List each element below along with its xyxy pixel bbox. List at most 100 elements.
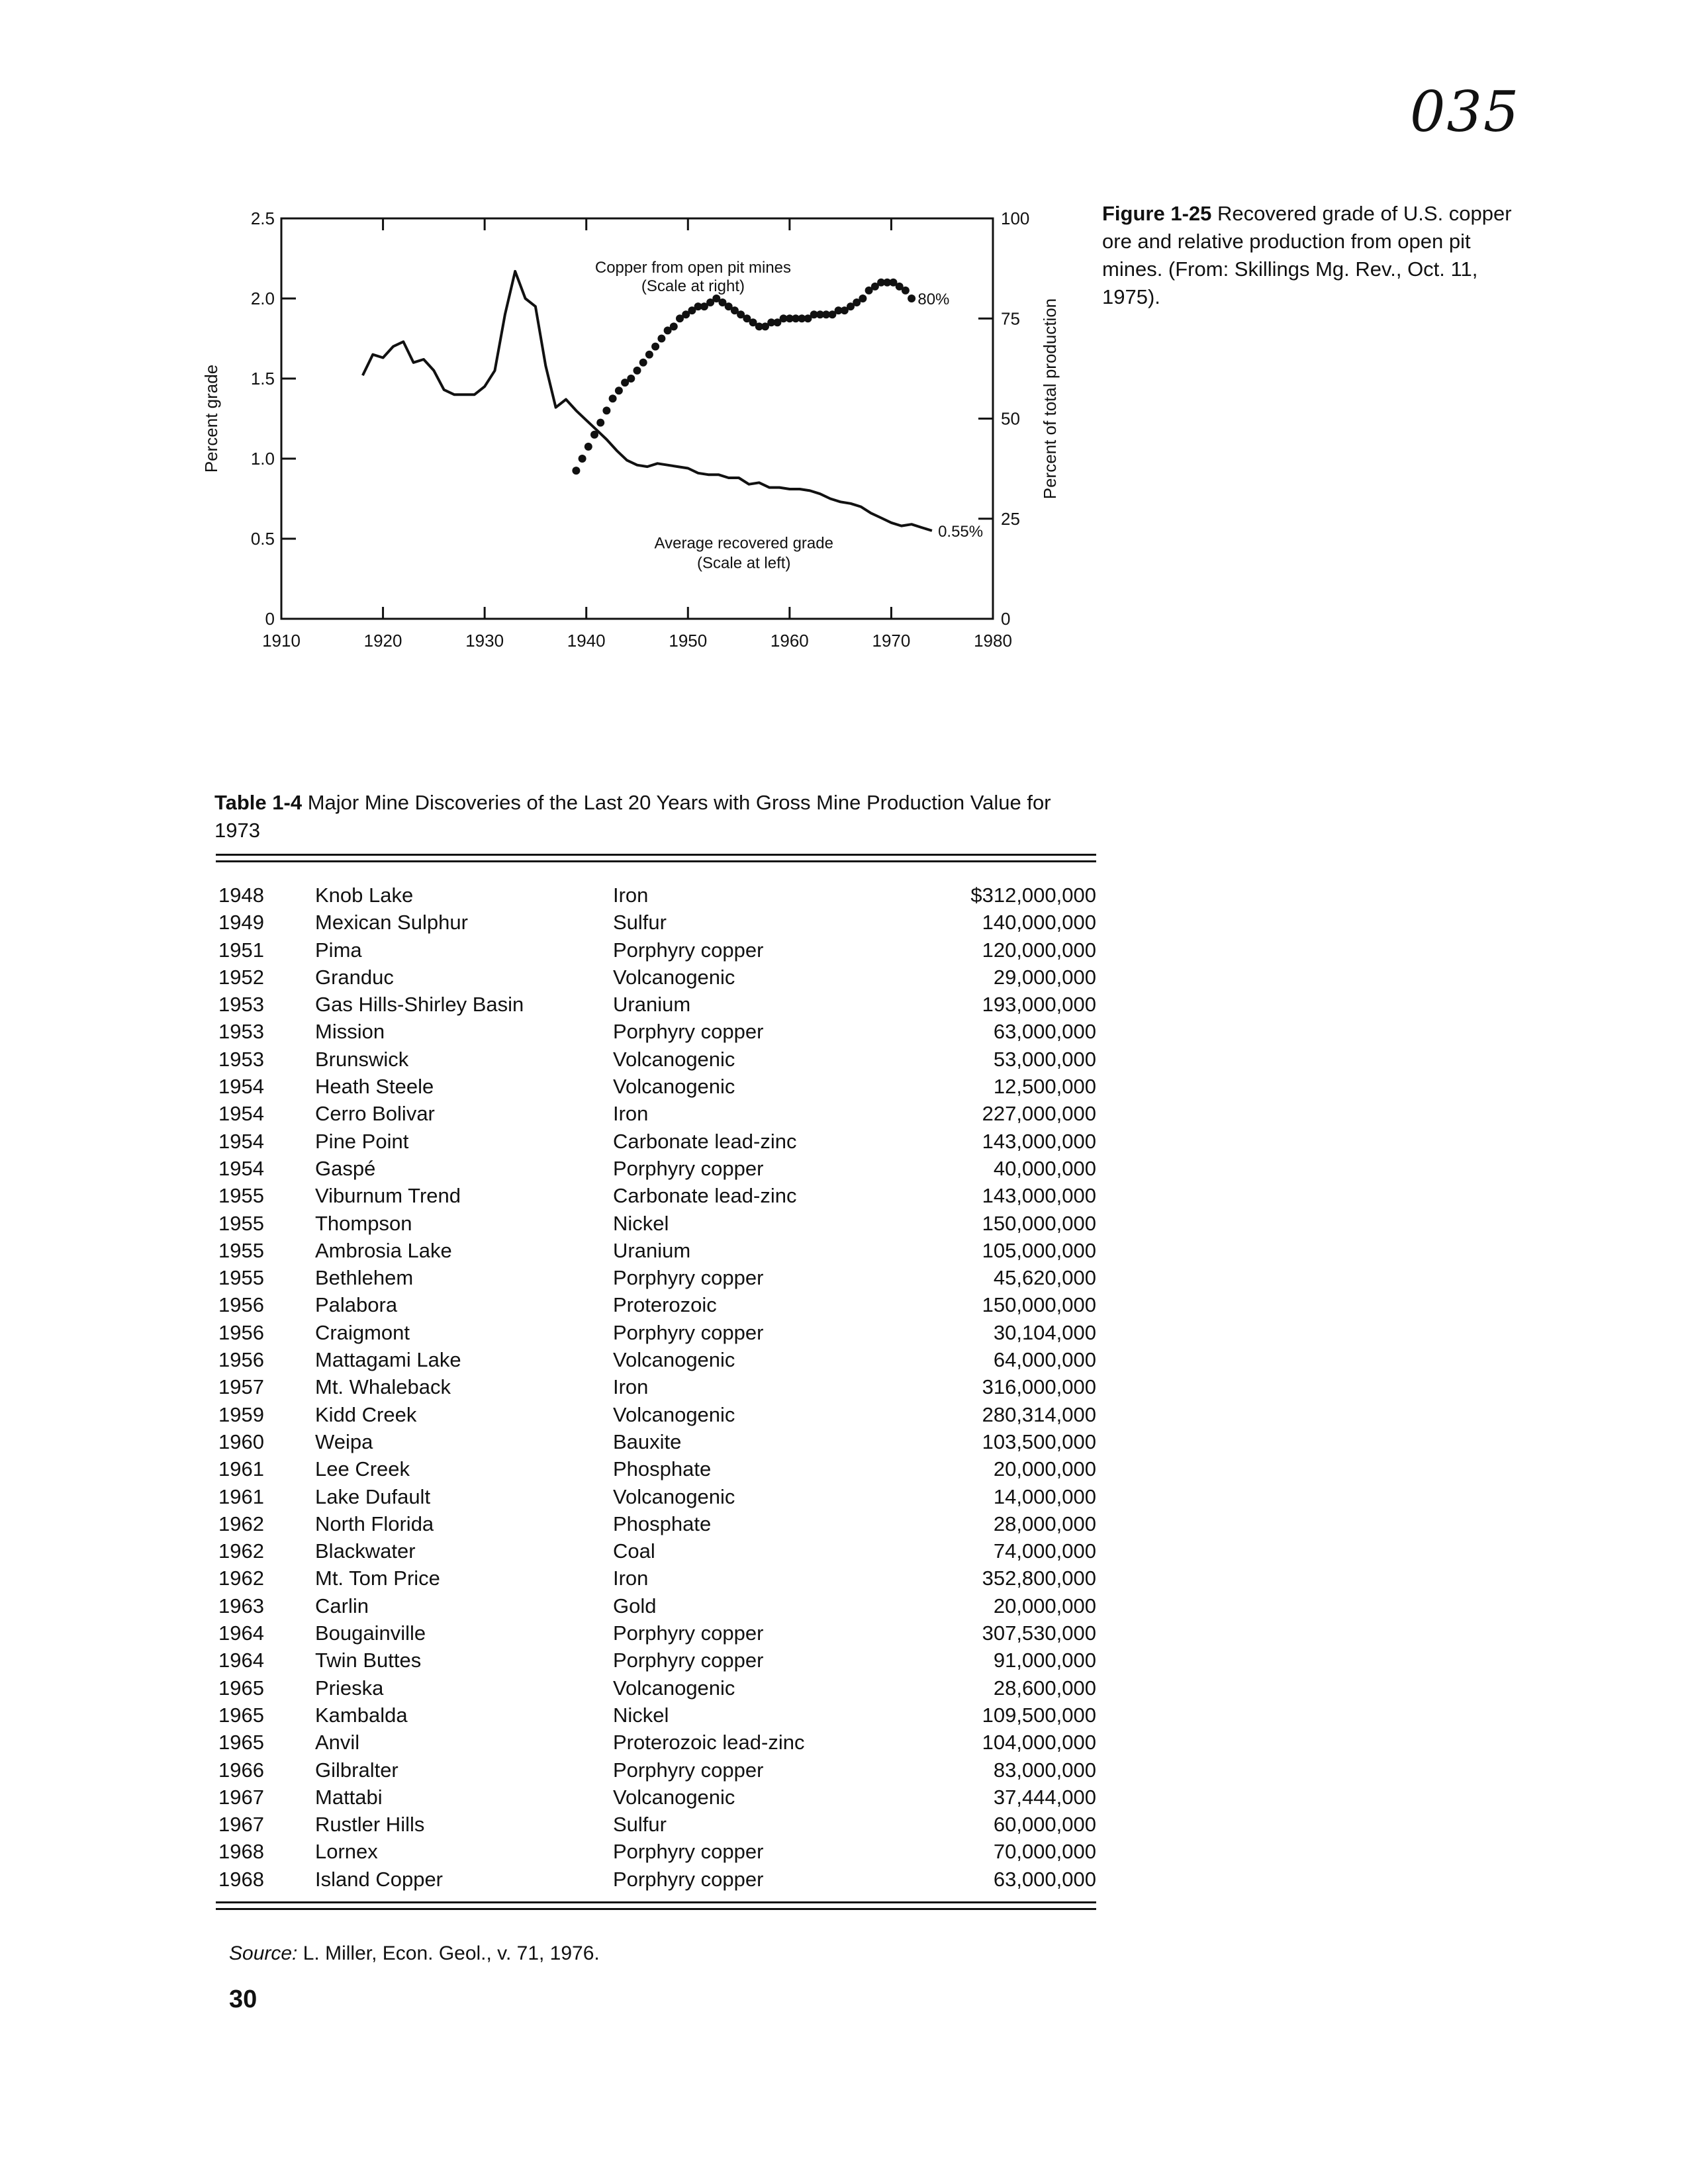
- open-pit-point: [779, 314, 788, 323]
- cell-value: 91,000,000: [993, 1649, 1096, 1672]
- cell-mine: Gilbralter: [315, 1758, 398, 1782]
- cell-mine: Lake Dufault: [315, 1484, 431, 1508]
- open-pit-point: [870, 282, 879, 291]
- cell-value: 40,000,000: [993, 1156, 1096, 1180]
- table-row: 1948 Knob Lake Iron $312,000,000: [216, 882, 1096, 909]
- cell-mine: Gaspé: [315, 1156, 376, 1180]
- cell-year: 1953: [218, 1020, 264, 1044]
- cell-year: 1953: [218, 993, 264, 1017]
- cell-mine: Lornex: [315, 1840, 378, 1864]
- cell-year: 1955: [218, 1238, 264, 1262]
- cell-year: 1955: [218, 1266, 264, 1290]
- cell-mine: Kidd Creek: [315, 1402, 417, 1426]
- figure-caption-text: Recovered grade of U.S. copper ore and r…: [1102, 202, 1512, 308]
- open-pit-end-label: 80%: [917, 291, 949, 308]
- cell-type: Volcanogenic: [613, 1402, 735, 1426]
- cell-mine: Island Copper: [315, 1867, 444, 1891]
- cell-value: 12,500,000: [993, 1075, 1096, 1099]
- cell-value: 352,800,000: [982, 1567, 1096, 1590]
- cell-mine: Weipa: [315, 1430, 373, 1453]
- open-pit-point: [663, 326, 672, 335]
- cell-year: 1965: [218, 1676, 264, 1700]
- cell-value: 64,000,000: [993, 1348, 1096, 1372]
- table-row: 1955 Viburnum Trend Carbonate lead-zinc 143…: [216, 1182, 1096, 1209]
- cell-year: 1961: [218, 1457, 264, 1481]
- table-row: 1961 Lake Dufault Volcanogenic 14,000,000: [216, 1483, 1096, 1510]
- y-tick-label: 0.5: [251, 529, 275, 549]
- cell-type: Iron: [613, 1567, 649, 1590]
- open-pit-point: [614, 387, 623, 395]
- open-pit-point: [590, 430, 598, 439]
- cell-value: 143,000,000: [982, 1129, 1096, 1153]
- cell-type: Porphyry copper: [613, 1649, 764, 1672]
- cell-mine: Craigmont: [315, 1320, 410, 1344]
- table-row: 1962 North Florida Phosphate 28,000,000: [216, 1510, 1096, 1537]
- cell-year: 1952: [218, 965, 264, 989]
- table-row: 1961 Lee Creek Phosphate 20,000,000: [216, 1455, 1096, 1482]
- table-row: 1954 Heath Steele Volcanogenic 12,500,000: [216, 1073, 1096, 1100]
- y2-tick-label: 0: [1001, 609, 1010, 629]
- open-pit-point: [639, 358, 647, 367]
- table-row: 1955 Thompson Nickel 150,000,000: [216, 1210, 1096, 1237]
- open-pit-point: [584, 442, 592, 451]
- open-pit-point: [633, 366, 641, 375]
- open-pit-point: [676, 314, 684, 323]
- table-title-text: Major Mine Discoveries of the Last 20 Ye…: [214, 791, 1051, 842]
- cell-type: Nickel: [613, 1211, 669, 1235]
- grade-scale-note: (Scale at left): [697, 555, 790, 572]
- cell-type: Sulfur: [613, 911, 667, 934]
- figure-caption: Figure 1-25 Recovered grade of U.S. copp…: [1102, 200, 1526, 311]
- cell-value: 316,000,000: [982, 1375, 1096, 1399]
- open-pit-point: [822, 310, 831, 319]
- x-tick-label: 1940: [567, 631, 606, 651]
- table-row: 1955 Ambrosia Lake Uranium 105,000,000: [216, 1237, 1096, 1264]
- cell-type: Porphyry copper: [613, 1266, 764, 1290]
- cell-value: 143,000,000: [982, 1184, 1096, 1208]
- cell-mine: Anvil: [315, 1731, 360, 1754]
- cell-value: 60,000,000: [993, 1813, 1096, 1837]
- table-row: 1953 Mission Porphyry copper 63,000,000: [216, 1018, 1096, 1045]
- open-pit-annotation: Copper from open pit mines: [595, 259, 791, 277]
- cell-mine: Thompson: [315, 1211, 412, 1235]
- cell-year: 1968: [218, 1867, 264, 1891]
- open-pit-point: [773, 318, 782, 327]
- open-pit-point: [767, 318, 776, 327]
- open-pit-point: [834, 306, 843, 315]
- table-row: 1960 Weipa Bauxite 103,500,000: [216, 1428, 1096, 1455]
- open-pit-point: [798, 314, 806, 323]
- cell-year: 1965: [218, 1731, 264, 1754]
- handwritten-stamp: 035: [1410, 79, 1520, 144]
- open-pit-point: [645, 350, 653, 359]
- cell-year: 1951: [218, 938, 264, 962]
- open-pit-point: [657, 334, 666, 343]
- open-pit-point: [669, 322, 678, 331]
- cell-mine: Palabora: [315, 1293, 398, 1317]
- table-row: 1956 Palabora Proterozoic 150,000,000: [216, 1291, 1096, 1318]
- open-pit-point: [785, 314, 794, 323]
- cell-year: 1967: [218, 1813, 264, 1837]
- cell-mine: Knob Lake: [315, 884, 414, 907]
- table-bottom-rule: [216, 1901, 1096, 1903]
- cell-year: 1962: [218, 1539, 264, 1563]
- source-text: L. Miller, Econ. Geol., v. 71, 1976.: [303, 1942, 600, 1964]
- cell-type: Carbonate lead-zinc: [613, 1184, 797, 1208]
- cell-type: Volcanogenic: [613, 1348, 735, 1372]
- y2-tick-label: 25: [1001, 509, 1020, 529]
- cell-value: $312,000,000: [970, 884, 1096, 907]
- cell-year: 1954: [218, 1102, 264, 1126]
- table-row: 1963 Carlin Gold 20,000,000: [216, 1592, 1096, 1619]
- open-pit-point: [755, 322, 763, 331]
- cell-type: Coal: [613, 1539, 655, 1563]
- open-pit-point: [877, 278, 886, 287]
- open-pit-point: [865, 286, 873, 295]
- cell-year: 1955: [218, 1211, 264, 1235]
- cell-type: Bauxite: [613, 1430, 682, 1453]
- cell-type: Proterozoic lead-zinc: [613, 1731, 805, 1754]
- open-pit-point: [682, 310, 690, 319]
- source-label: Source:: [229, 1942, 298, 1964]
- cell-mine: Mission: [315, 1020, 385, 1044]
- cell-mine: Blackwater: [315, 1539, 416, 1563]
- grade-series-line: [361, 269, 933, 532]
- cell-value: 63,000,000: [993, 1867, 1096, 1891]
- cell-year: 1956: [218, 1293, 264, 1317]
